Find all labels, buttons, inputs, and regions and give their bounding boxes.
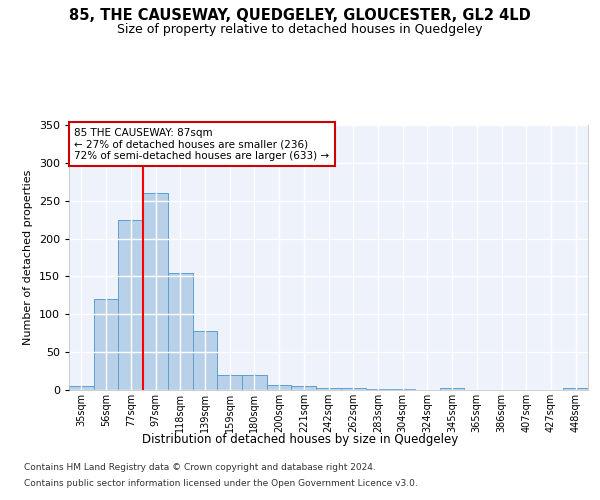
Bar [316, 388, 341, 390]
Text: Contains HM Land Registry data © Crown copyright and database right 2024.: Contains HM Land Registry data © Crown c… [24, 462, 376, 471]
Bar [193, 331, 217, 390]
Text: 85, THE CAUSEWAY, QUEDGELEY, GLOUCESTER, GL2 4LD: 85, THE CAUSEWAY, QUEDGELEY, GLOUCESTER,… [69, 8, 531, 22]
Bar [217, 375, 242, 390]
Bar [440, 388, 464, 390]
Bar [365, 389, 390, 390]
Bar [168, 272, 193, 390]
Bar [69, 386, 94, 390]
Bar [292, 386, 316, 390]
Y-axis label: Number of detached properties: Number of detached properties [23, 170, 33, 345]
Bar [94, 299, 118, 390]
Bar [390, 389, 415, 390]
Bar [563, 388, 588, 390]
Bar [267, 384, 292, 390]
Text: Size of property relative to detached houses in Quedgeley: Size of property relative to detached ho… [117, 22, 483, 36]
Text: Distribution of detached houses by size in Quedgeley: Distribution of detached houses by size … [142, 432, 458, 446]
Text: 85 THE CAUSEWAY: 87sqm
← 27% of detached houses are smaller (236)
72% of semi-de: 85 THE CAUSEWAY: 87sqm ← 27% of detached… [74, 128, 329, 161]
Bar [242, 375, 267, 390]
Bar [118, 220, 143, 390]
Bar [143, 193, 168, 390]
Bar [341, 388, 365, 390]
Text: Contains public sector information licensed under the Open Government Licence v3: Contains public sector information licen… [24, 479, 418, 488]
